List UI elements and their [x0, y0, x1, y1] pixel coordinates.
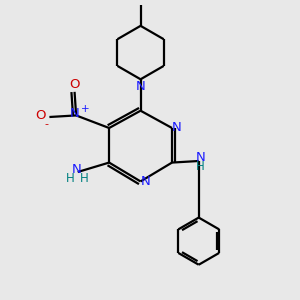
- Text: H: H: [80, 172, 88, 185]
- Text: N: N: [70, 107, 80, 120]
- Text: H: H: [196, 160, 205, 173]
- Text: N: N: [172, 122, 182, 134]
- Text: -: -: [44, 119, 48, 129]
- Text: O: O: [35, 109, 46, 122]
- Text: N: N: [140, 175, 150, 188]
- Text: O: O: [69, 78, 80, 92]
- Text: N: N: [71, 163, 81, 176]
- Text: N: N: [136, 80, 146, 93]
- Text: +: +: [81, 104, 89, 114]
- Text: H: H: [65, 172, 74, 185]
- Text: N: N: [195, 152, 205, 164]
